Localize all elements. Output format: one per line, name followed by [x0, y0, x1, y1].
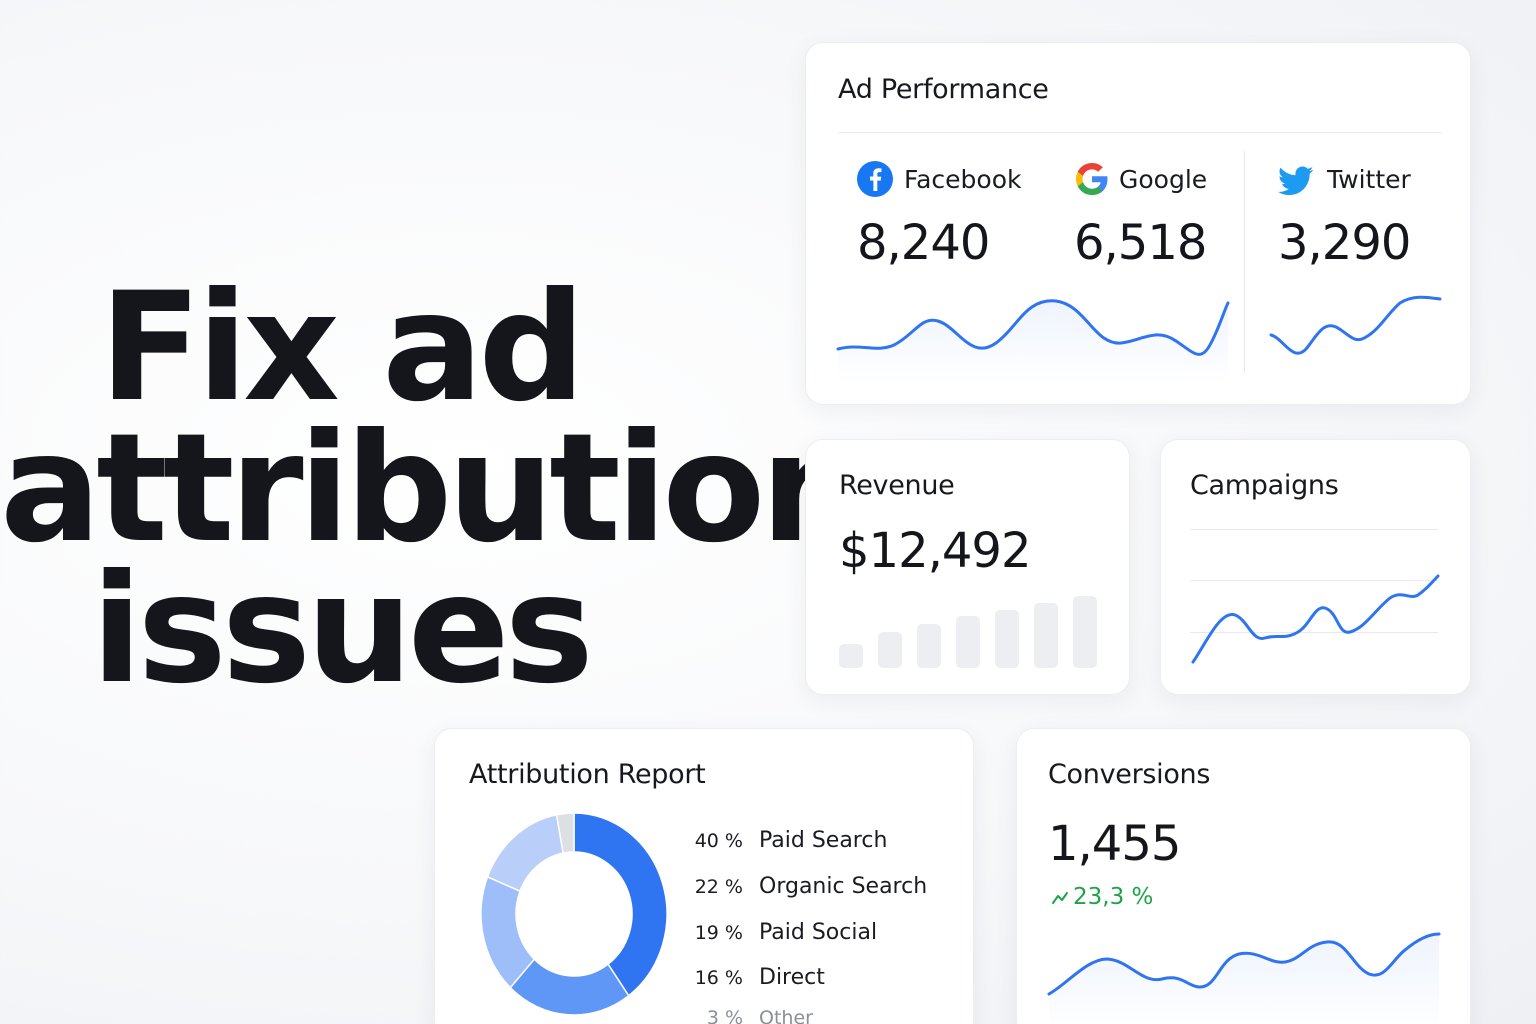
google-icon — [1076, 163, 1108, 195]
legend-label: Organic Search — [759, 874, 928, 899]
legend-item: 22 % Organic Search — [685, 874, 927, 899]
legend-item: 40 % Paid Search — [685, 828, 888, 853]
revenue-card[interactable]: Revenue $12,492 — [805, 439, 1130, 695]
card-title: Conversions — [1048, 759, 1211, 790]
headline-line-1: Fix ad — [99, 261, 585, 435]
legend-item: 3 % Other — [685, 1007, 813, 1024]
conversions-line-chart — [1047, 932, 1441, 1024]
donut-slice-3 — [486, 813, 564, 893]
twitter-value: 3,290 — [1278, 215, 1411, 271]
legend-pct: 22 % — [694, 876, 743, 898]
revenue-bar — [1034, 603, 1058, 668]
legend-label: Other — [759, 1007, 813, 1024]
campaigns-line-chart — [1191, 574, 1440, 664]
legend-label: Paid Search — [759, 828, 888, 853]
card-title: Campaigns — [1190, 470, 1339, 501]
divider — [838, 132, 1442, 133]
twitter-icon — [1278, 166, 1314, 196]
legend-pct: 40 % — [694, 830, 743, 852]
twitter-sparkline — [1269, 295, 1442, 355]
card-title: Revenue — [839, 470, 955, 501]
campaigns-card[interactable]: Campaigns — [1160, 439, 1471, 695]
network-name-facebook: Facebook — [904, 165, 1022, 194]
conversions-card[interactable]: Conversions 1,455 23,3 % — [1016, 728, 1471, 1024]
conversions-value: 1,455 — [1048, 816, 1181, 872]
revenue-bar — [956, 616, 980, 668]
legend-item: 16 % Direct — [685, 965, 825, 990]
donut-slice-0 — [573, 812, 668, 997]
revenue-bar — [917, 624, 941, 668]
ad-performance-card[interactable]: Ad Performance Facebook 8,240 Google 6,5… — [805, 42, 1471, 405]
donut-slice-4 — [555, 812, 575, 854]
headline-line-3: issues — [91, 543, 594, 717]
column-divider — [1244, 151, 1245, 373]
headline: Fix ad attribution issues — [0, 261, 867, 717]
facebook-value: 8,240 — [857, 215, 990, 271]
card-title: Attribution Report — [469, 759, 706, 790]
revenue-value: $12,492 — [839, 523, 1031, 579]
revenue-bar — [878, 632, 902, 668]
trend-up-icon — [1052, 891, 1068, 904]
gridline — [1190, 529, 1438, 530]
conversions-change: 23,3 % — [1051, 884, 1153, 910]
revenue-bar — [839, 644, 863, 668]
revenue-bar — [995, 610, 1019, 668]
headline-line-2: attribution — [0, 402, 867, 576]
gridline — [1190, 632, 1438, 633]
revenue-bar — [1073, 596, 1097, 668]
revenue-bar-chart — [839, 596, 1097, 668]
google-value: 6,518 — [1074, 215, 1207, 271]
attribution-report-card[interactable]: Attribution Report 40 % Paid Search 22 % O… — [434, 728, 974, 1024]
legend-pct: 16 % — [694, 967, 743, 989]
gridline — [1190, 580, 1438, 581]
legend-item: 19 % Paid Social — [685, 920, 877, 945]
card-title: Ad Performance — [838, 74, 1049, 105]
facebook-icon — [857, 161, 893, 197]
network-name-google: Google — [1119, 165, 1208, 194]
fb-google-sparkline — [836, 299, 1230, 383]
conversions-change-value: 23,3 % — [1073, 884, 1154, 910]
attribution-donut-chart — [480, 812, 668, 1016]
legend-label: Direct — [759, 965, 825, 990]
legend-pct: 19 % — [694, 922, 743, 944]
network-name-twitter: Twitter — [1327, 165, 1411, 194]
legend-label: Paid Social — [759, 920, 878, 945]
legend-pct: 3 % — [706, 1007, 743, 1024]
